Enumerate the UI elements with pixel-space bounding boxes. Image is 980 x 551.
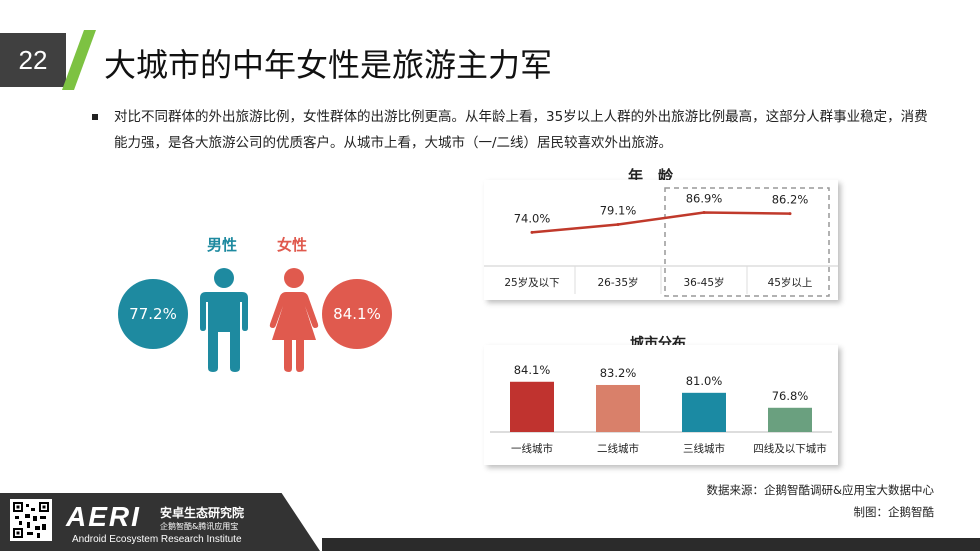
- slide-number: 22: [0, 33, 66, 87]
- city-bar: [768, 407, 812, 432]
- city-data-label: 76.8%: [772, 389, 809, 403]
- age-data-point: [616, 223, 620, 227]
- page-title: 大城市的中年女性是旅游主力军: [104, 46, 553, 84]
- city-chart-panel: 84.1% 一线城市 83.2% 二线城市 81.0% 三线城市 76.8% 四线及以下城市: [484, 345, 838, 465]
- aeri-logo-text: AERI: [66, 501, 141, 532]
- male-label: 男性: [207, 236, 238, 254]
- city-data-label: 83.2%: [600, 366, 637, 380]
- footer-bar: [322, 538, 980, 551]
- female-percentage-circle: 84.1%: [322, 279, 392, 349]
- city-bar: [682, 392, 726, 432]
- city-bar-chart: 84.1% 一线城市 83.2% 二线城市 81.0% 三线城市 76.8% 四线及以下城市: [490, 363, 832, 455]
- male-figure-icon: [200, 268, 248, 372]
- age-data-point: [702, 210, 706, 214]
- qr-code-icon: [10, 499, 52, 541]
- age-chart-panel: 74.0% 25岁及以下 79.1% 26-35岁 86.9% 36-45岁 86.2% 45…: [484, 180, 838, 300]
- male-percentage-circle: 77.2%: [118, 279, 188, 349]
- age-category-label: 36-45岁: [683, 276, 724, 289]
- age-data-point: [788, 212, 792, 216]
- age-category-label: 45岁以上: [768, 276, 813, 289]
- green-slash-decoration: [62, 30, 96, 90]
- age-line-chart: 74.0% 25岁及以下 79.1% 26-35岁 86.9% 36-45岁 86.2% 45…: [484, 187, 838, 297]
- bullet-text: 对比不同群体的外出旅游比例，女性群体的出游比例更高。从年龄上看，35岁以上人群的…: [114, 109, 928, 151]
- logo-banner: [0, 493, 320, 551]
- bullet-marker: [92, 114, 98, 120]
- city-bar: [510, 381, 554, 432]
- city-data-label: 84.1%: [514, 363, 551, 377]
- age-data-point: [530, 230, 534, 234]
- female-percentage: 84.1%: [333, 305, 381, 323]
- aeri-chinese-subtitle: 企鹅智酷&腾讯应用宝: [160, 522, 239, 531]
- data-source-note: 数据来源：企鹅智酷调研&应用宝大数据中心: [706, 483, 934, 497]
- age-data-label: 86.9%: [686, 191, 723, 205]
- city-bar: [596, 384, 640, 432]
- age-data-label: 86.2%: [772, 193, 809, 207]
- aeri-english-name: Android Ecosystem Research Institute: [72, 534, 242, 545]
- age-data-label: 74.0%: [514, 211, 551, 225]
- city-category-label: 四线及以下城市: [753, 442, 827, 455]
- city-category-label: 一线城市: [511, 442, 553, 455]
- chart-maker-note: 制图：企鹅智酷: [853, 505, 935, 519]
- bullet-paragraph: 对比不同群体的外出旅游比例，女性群体的出游比例更高。从年龄上看，35岁以上人群的…: [92, 104, 932, 156]
- age-data-label: 79.1%: [600, 204, 637, 218]
- city-category-label: 三线城市: [683, 442, 725, 455]
- aeri-chinese-name: 安卓生态研究院: [160, 506, 245, 520]
- age-series-line: [531, 211, 791, 234]
- female-label: 女性: [277, 236, 308, 254]
- male-percentage: 77.2%: [129, 305, 177, 323]
- age-category-label: 26-35岁: [597, 276, 638, 289]
- highlight-box: [664, 187, 830, 297]
- female-figure-icon: [269, 268, 319, 372]
- age-category-label: 25岁及以下: [504, 276, 559, 289]
- city-data-label: 81.0%: [686, 374, 723, 388]
- city-category-label: 二线城市: [597, 442, 639, 455]
